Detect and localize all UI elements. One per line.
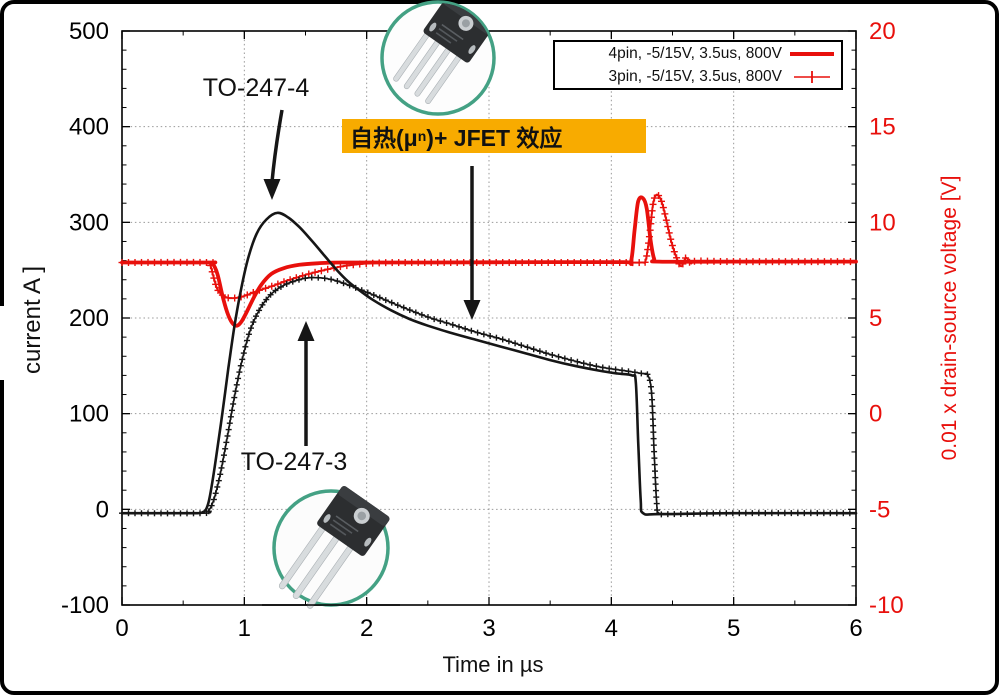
effect-text-suffix: )+ JFET 效应 bbox=[426, 125, 563, 151]
svg-text:3: 3 bbox=[482, 615, 495, 642]
svg-text:500: 500 bbox=[69, 18, 109, 45]
x-axis-label: Time in µs bbox=[442, 652, 544, 677]
legend-entry-3pin: 3pin, -5/15V, 3.5us, 800V bbox=[555, 65, 841, 88]
svg-text:-100: -100 bbox=[61, 592, 109, 619]
svg-text:10: 10 bbox=[869, 209, 896, 236]
series-3pin-voltage bbox=[118, 192, 857, 302]
legend-sample-0 bbox=[790, 51, 834, 56]
svg-text:4: 4 bbox=[605, 615, 618, 642]
to-247-3-photo bbox=[272, 486, 390, 609]
svg-text:0: 0 bbox=[96, 496, 109, 523]
svg-text:300: 300 bbox=[69, 209, 109, 236]
svg-text:0: 0 bbox=[869, 401, 882, 428]
legend-label-4pin: 4pin, -5/15V, 3.5us, 800V bbox=[608, 44, 782, 62]
package-4pin-drawing bbox=[393, 3, 493, 105]
effect-text-subscript: n bbox=[417, 128, 427, 144]
y-axis-left-label: current A ] bbox=[19, 265, 46, 375]
legend-sample-1 bbox=[794, 70, 830, 83]
series-3pin-current bbox=[119, 274, 857, 518]
annotation-to-247-4: TO-247-4 bbox=[202, 74, 310, 102]
svg-text:0: 0 bbox=[115, 615, 128, 642]
package-3pin-drawing bbox=[278, 486, 390, 609]
svg-text:-10: -10 bbox=[869, 592, 904, 619]
series bbox=[118, 192, 858, 518]
annotation-to-247-3: TO-247-3 bbox=[240, 448, 348, 476]
svg-text:2: 2 bbox=[360, 615, 373, 642]
effect-annotation: 自热(μ n)+ JFET 效应 bbox=[342, 119, 646, 153]
to-247-4-photo bbox=[380, 0, 496, 116]
svg-text:6: 6 bbox=[849, 615, 862, 642]
left-border-sticker bbox=[0, 306, 9, 380]
y-axis-right-label: 0.01 x drain-source voltage [V] bbox=[938, 175, 961, 461]
svg-text:5: 5 bbox=[869, 305, 882, 332]
svg-text:100: 100 bbox=[69, 401, 109, 428]
legend: 4pin, -5/15V, 3.5us, 800V 3pin, -5/15V, … bbox=[553, 40, 843, 90]
effect-text-prefix: 自热(μ bbox=[350, 125, 418, 151]
series-4pin-current bbox=[120, 211, 858, 516]
series-4pin-voltage bbox=[120, 195, 858, 328]
legend-entry-4pin: 4pin, -5/15V, 3.5us, 800V bbox=[555, 42, 841, 65]
svg-text:20: 20 bbox=[869, 18, 896, 45]
svg-text:15: 15 bbox=[869, 114, 896, 141]
legend-label-3pin: 3pin, -5/15V, 3.5us, 800V bbox=[608, 67, 782, 85]
svg-text:200: 200 bbox=[69, 305, 109, 332]
svg-text:-5: -5 bbox=[869, 496, 890, 523]
svg-text:400: 400 bbox=[69, 114, 109, 141]
svg-text:1: 1 bbox=[238, 615, 251, 642]
svg-text:5: 5 bbox=[727, 615, 740, 642]
